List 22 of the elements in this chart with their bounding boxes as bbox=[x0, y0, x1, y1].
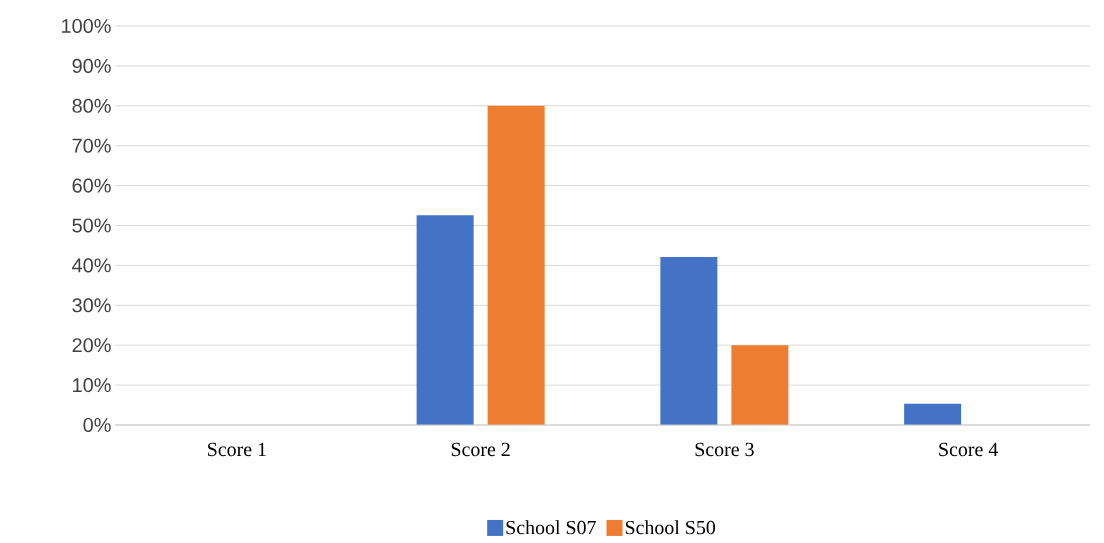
y-tick-label: 70% bbox=[72, 138, 111, 153]
x-tick-label: Score 1 bbox=[208, 442, 266, 457]
x-tick-label: Score 2 bbox=[451, 442, 510, 457]
y-tick-label: 80% bbox=[72, 98, 111, 113]
legend-label: School S07 bbox=[506, 520, 596, 535]
x-tick-label: Score 3 bbox=[695, 442, 754, 457]
y-tick-label: 30% bbox=[72, 298, 111, 313]
y-tick-label: 40% bbox=[72, 258, 111, 273]
y-tick-label: 20% bbox=[72, 338, 111, 353]
x-tick-label: Score 4 bbox=[939, 442, 998, 457]
y-tick-label: 60% bbox=[72, 178, 111, 193]
bar bbox=[487, 105, 545, 425]
bar bbox=[904, 403, 962, 425]
y-tick-label: 10% bbox=[73, 378, 111, 393]
bar bbox=[660, 257, 718, 425]
y-tick-label: 0% bbox=[83, 417, 111, 433]
bar bbox=[731, 345, 789, 425]
y-tick-label: 90% bbox=[72, 58, 111, 73]
y-tick-label: 50% bbox=[72, 218, 111, 233]
bar bbox=[416, 215, 474, 425]
legend-label: School S50 bbox=[625, 520, 716, 535]
y-tick-label: 100% bbox=[62, 18, 111, 34]
